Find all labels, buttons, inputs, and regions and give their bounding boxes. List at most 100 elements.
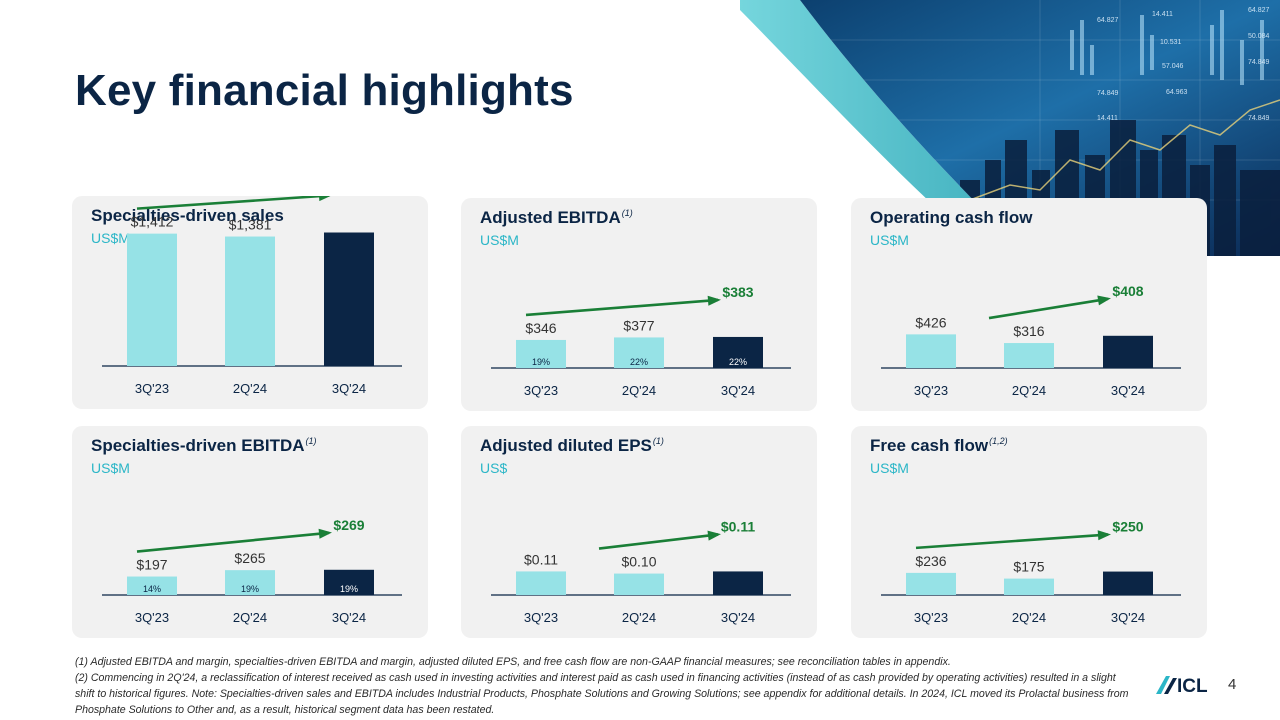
value-label: $269 xyxy=(333,517,364,533)
footnote-ref: (1) xyxy=(621,208,633,219)
card-title-text: Adjusted EBITDA xyxy=(480,208,621,227)
value-label: $346 xyxy=(525,320,556,336)
bar xyxy=(324,569,374,595)
card-title: Free cash flow(1,2) xyxy=(870,436,1008,456)
ticker-number: 74.849 xyxy=(1248,59,1270,66)
ticker-number: 64.963 xyxy=(1166,89,1188,96)
card-title-text: Specialties-driven sales xyxy=(91,206,284,225)
trend-arrow-head xyxy=(318,528,332,539)
category-label: 3Q'23 xyxy=(135,610,169,625)
value-label: $175 xyxy=(1013,559,1044,575)
value-label: $1,381 xyxy=(229,217,272,233)
card-title: Specialties-driven EBITDA(1) xyxy=(91,436,317,456)
bar-chart: 3Q'23 2Q'24 3Q'24 $426 $316 $408 xyxy=(881,283,1181,398)
margin-label: 22% xyxy=(729,357,747,367)
card-title: Adjusted diluted EPS(1) xyxy=(480,436,664,456)
category-label: 2Q'24 xyxy=(622,383,656,398)
margin-label: 19% xyxy=(532,357,550,367)
value-label: $0.10 xyxy=(621,554,656,570)
trend-arrow-head xyxy=(707,295,721,306)
ticker-number: 74.849 xyxy=(1097,90,1119,97)
footnote-ref: (1,2) xyxy=(989,436,1008,447)
category-label: 2Q'24 xyxy=(233,381,267,396)
card-title: Operating cash flow xyxy=(870,208,1033,228)
card-unit: US$M xyxy=(870,460,909,476)
value-label: $236 xyxy=(915,553,946,569)
card-title-text: Adjusted diluted EPS xyxy=(480,436,652,455)
margin-label: 14% xyxy=(143,584,161,594)
footnote-ref: (1) xyxy=(652,436,664,447)
header-banner-image: 64.827 14.411 64.827 50.084 10.531 57.04… xyxy=(740,0,1280,256)
category-label: 3Q'23 xyxy=(914,383,948,398)
category-label: 3Q'24 xyxy=(721,383,755,398)
bar xyxy=(713,571,763,595)
card-unit: US$M xyxy=(91,460,130,476)
category-label: 3Q'24 xyxy=(332,381,366,396)
ticker-number: 50.084 xyxy=(1248,33,1270,40)
category-label: 3Q'23 xyxy=(914,610,948,625)
value-label: $250 xyxy=(1112,519,1143,535)
page-title: Key financial highlights xyxy=(75,66,574,115)
trend-arrow-head xyxy=(1097,295,1111,306)
card-title-text: Specialties-driven EBITDA xyxy=(91,436,305,455)
bar xyxy=(906,572,956,595)
category-label: 2Q'24 xyxy=(233,610,267,625)
category-label: 3Q'24 xyxy=(1111,383,1145,398)
card-adjusted-diluted-eps: Adjusted diluted EPS(1) US$ 3Q'23 2Q'24 3Q… xyxy=(461,426,817,638)
card-unit: US$ xyxy=(480,460,508,476)
card-unit: US$M xyxy=(870,232,909,248)
ticker-number: 14.411 xyxy=(1097,115,1118,122)
value-label: $265 xyxy=(234,550,265,566)
ticker-number: 57.046 xyxy=(1162,63,1184,70)
page-number: 4 xyxy=(1228,676,1237,693)
category-label: 3Q'23 xyxy=(135,381,169,396)
card-free-cash-flow: Free cash flow(1,2) US$M 3Q'23 2Q'24 3Q'24… xyxy=(851,426,1207,638)
category-label: 3Q'24 xyxy=(1111,610,1145,625)
value-label: $0.11 xyxy=(721,518,755,534)
bar-chart: 3Q'23 2Q'24 3Q'24 $236 $175 $250 xyxy=(881,519,1181,625)
trend-arrow-line xyxy=(136,196,330,210)
value-label: $383 xyxy=(722,284,753,300)
value-label: $426 xyxy=(915,314,946,330)
bar xyxy=(225,236,275,366)
trend-arrow-line xyxy=(598,533,719,550)
value-label: $0.11 xyxy=(524,551,558,567)
value-label: $197 xyxy=(136,557,167,573)
category-label: 2Q'24 xyxy=(1012,383,1046,398)
category-label: 3Q'23 xyxy=(524,610,558,625)
bar xyxy=(713,336,763,368)
value-label: $377 xyxy=(623,317,654,333)
ticker-number: 64.827 xyxy=(1097,17,1119,24)
category-label: 3Q'24 xyxy=(332,610,366,625)
value-label: $316 xyxy=(1013,323,1044,339)
card-title-text: Free cash flow xyxy=(870,436,989,455)
ticker-number: 10.531 xyxy=(1160,39,1182,46)
card-title-text: Operating cash flow xyxy=(870,208,1033,227)
bar xyxy=(1004,578,1054,595)
bar xyxy=(614,573,664,595)
bar-chart: 19% 3Q'23 22% 2Q'24 22% 3Q'24 $346 $377 $383 xyxy=(491,284,791,398)
bar xyxy=(516,339,566,368)
footnote-1: (1) Adjusted EBITDA and margin, specialt… xyxy=(75,656,951,668)
category-label: 3Q'23 xyxy=(524,383,558,398)
trend-arrow-line xyxy=(525,298,719,317)
card-title: Specialties-driven sales xyxy=(91,206,285,226)
card-operating-cash-flow: Operating cash flow US$M 3Q'23 2Q'24 3Q'24… xyxy=(851,198,1207,411)
bar-chart: 3Q'23 2Q'24 3Q'24 $0.11 $0.10 $0.11 xyxy=(491,518,791,625)
trend-arrow-head xyxy=(319,196,331,202)
logo-text: ICL xyxy=(1177,676,1208,697)
footnote-ref: (1) xyxy=(305,436,317,447)
bar xyxy=(127,233,177,366)
trend-arrow-line xyxy=(136,531,330,553)
card-unit: US$M xyxy=(91,230,130,246)
icl-logo: ICL xyxy=(1156,670,1216,698)
trend-arrow-line xyxy=(988,297,1109,320)
card-title: Adjusted EBITDA(1) xyxy=(480,208,633,228)
bar xyxy=(1004,343,1054,368)
margin-label: 22% xyxy=(630,357,648,367)
bar xyxy=(324,232,374,366)
margin-label: 19% xyxy=(340,584,358,594)
card-unit: US$M xyxy=(480,232,519,248)
value-label: $1,412 xyxy=(131,214,174,230)
